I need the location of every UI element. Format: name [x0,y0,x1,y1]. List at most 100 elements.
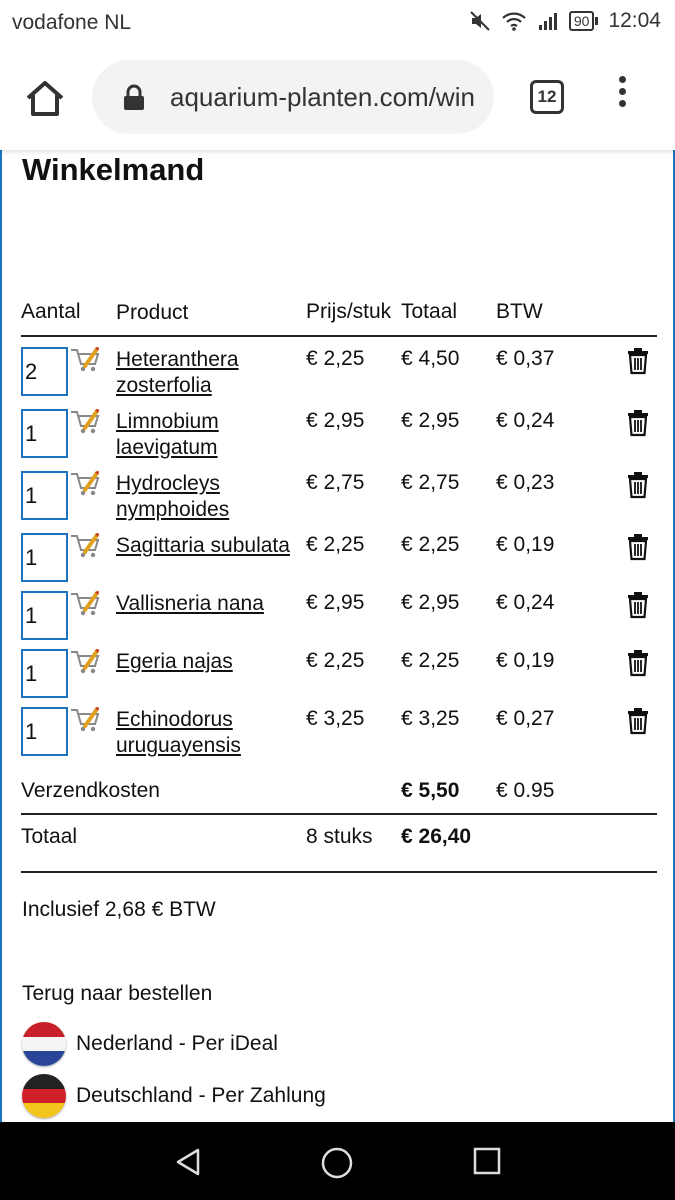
product-name-line1[interactable]: Limnobium [116,410,219,433]
header-product: Product [116,301,189,324]
cart-item-row: 1 Hydrocleys nymphoides € 2,75 € 2,75 € 0,23 [21,461,657,523]
total-row: Totaal 8 stuks € 26,40 [21,815,657,873]
quantity-input[interactable]: 1 [21,533,68,582]
product-name-line1[interactable]: Egeria najas [116,650,233,673]
pay-de-link[interactable]: Deutschland - Per Zahlung [22,1074,326,1118]
quantity-input[interactable]: 1 [21,409,68,458]
product-link[interactable]: Vallisneria nana [116,591,264,617]
shipping-total: € 5,50 [401,779,460,802]
url-text[interactable]: aquarium-planten.com/win [170,82,475,112]
android-nav-bar [0,1122,675,1200]
line-total: € 2,75 [401,471,460,494]
cart-item-row: 1 Limnobium laevigatum € 2,95 € 2,95 € 0,24 [21,399,657,461]
page-title: Winkelmand [22,152,205,187]
product-link[interactable]: Sagittaria subulata [116,533,290,559]
cart-header-row: Aantal Product Prijs/stuk Totaal BTW [21,298,657,337]
tab-switcher-button[interactable]: 12 [530,80,564,114]
product-name-line2[interactable]: zosterfolia [116,374,212,397]
signal-icon [537,10,559,32]
overflow-menu-icon[interactable] [612,76,632,116]
product-link[interactable]: Egeria najas [116,649,233,675]
line-btw: € 0,37 [496,347,555,370]
wifi-icon [501,10,527,32]
grand-total: € 26,40 [401,825,472,848]
trash-icon[interactable] [626,533,650,567]
trash-icon[interactable] [626,591,650,625]
battery-level: 90 [568,11,595,31]
refresh-cart-icon[interactable] [69,346,101,374]
back-nav-icon[interactable] [172,1146,204,1178]
trash-icon[interactable] [626,347,650,381]
shipping-label: Verzendkosten [21,779,160,802]
carrier-name: vodafone NL [12,11,132,34]
home-button[interactable] [22,76,68,122]
product-name-line1[interactable]: Hydrocleys [116,472,220,495]
line-total: € 2,25 [401,649,460,672]
refresh-cart-icon[interactable] [69,408,101,436]
trash-icon[interactable] [626,471,650,505]
header-qty: Aantal [21,300,81,323]
shipping-btw: € 0.95 [496,779,555,802]
product-name-line1[interactable]: Vallisneria nana [116,592,264,615]
home-icon [26,81,64,116]
line-total: € 2,95 [401,591,460,614]
line-btw: € 0,23 [496,471,555,494]
quantity-input[interactable]: 1 [21,707,68,756]
line-btw: € 0,24 [496,409,555,432]
home-nav-icon[interactable] [320,1146,354,1180]
header-total: Totaal [401,300,458,323]
product-name-line2[interactable]: nymphoides [116,498,230,521]
cart-item-row: 2 Heteranthera zosterfolia € 2,25 € 4,50 € 0,… [21,337,657,399]
product-link[interactable]: Echinodorus uruguayensis [116,707,241,759]
refresh-cart-icon[interactable] [69,470,101,498]
line-btw: € 0,19 [496,649,555,672]
status-bar: vodafone NL 90 12:04 [0,0,675,46]
cart-table: Aantal Product Prijs/stuk Totaal BTW 2 He… [21,298,657,873]
line-total: € 2,25 [401,533,460,556]
incl-btw-text: Inclusief 2,68 € BTW [22,898,216,921]
quantity-input[interactable]: 1 [21,649,68,698]
quantity-input[interactable]: 2 [21,347,68,396]
trash-icon[interactable] [626,649,650,683]
refresh-cart-icon[interactable] [69,532,101,560]
product-link[interactable]: Limnobium laevigatum [116,409,219,461]
refresh-cart-icon[interactable] [69,706,101,734]
mute-icon [469,10,491,32]
back-to-order-link[interactable]: Terug naar bestellen [22,982,213,1005]
unit-price: € 2,25 [306,347,365,370]
battery-icon: 90 [568,11,599,31]
lock-icon [124,84,144,110]
quantity-input[interactable]: 1 [21,471,68,520]
unit-price: € 2,25 [306,533,365,556]
address-bar[interactable]: aquarium-planten.com/win [92,60,494,134]
unit-price: € 2,95 [306,409,365,432]
line-total: € 2,95 [401,409,460,432]
total-label: Totaal [21,825,78,848]
product-link[interactable]: Heteranthera zosterfolia [116,347,239,399]
quantity-input[interactable]: 1 [21,591,68,640]
line-btw: € 0,24 [496,591,555,614]
product-link[interactable]: Hydrocleys nymphoides [116,471,229,523]
header-btw: BTW [496,300,543,323]
product-name-line2[interactable]: uruguayensis [116,734,241,757]
unit-price: € 3,25 [306,707,365,730]
refresh-cart-icon[interactable] [69,648,101,676]
recents-nav-icon[interactable] [472,1146,502,1176]
product-name-line1[interactable]: Sagittaria subulata [116,534,290,557]
unit-price: € 2,95 [306,591,365,614]
line-total: € 4,50 [401,347,460,370]
trash-icon[interactable] [626,707,650,741]
product-name-line1[interactable]: Heteranthera [116,348,239,371]
line-total: € 3,25 [401,707,460,730]
shipping-row: Verzendkosten € 5,50 € 0.95 [21,759,657,815]
trash-icon[interactable] [626,409,650,443]
cart-item-row: 1 Egeria najas € 2,25 € 2,25 € 0,19 [21,639,657,698]
header-price: Prijs/stuk [306,300,392,323]
product-name-line2[interactable]: laevigatum [116,436,218,459]
pay-nl-link[interactable]: Nederland - Per iDeal [22,1022,278,1066]
cart-item-row: 1 Vallisneria nana € 2,95 € 2,95 € 0,24 [21,581,657,640]
total-count: 8 stuks [306,825,373,848]
refresh-cart-icon[interactable] [69,590,101,618]
product-name-line1[interactable]: Echinodorus [116,708,233,731]
clock: 12:04 [608,9,661,32]
